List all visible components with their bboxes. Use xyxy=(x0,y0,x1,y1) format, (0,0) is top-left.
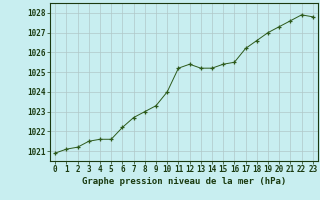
X-axis label: Graphe pression niveau de la mer (hPa): Graphe pression niveau de la mer (hPa) xyxy=(82,177,286,186)
